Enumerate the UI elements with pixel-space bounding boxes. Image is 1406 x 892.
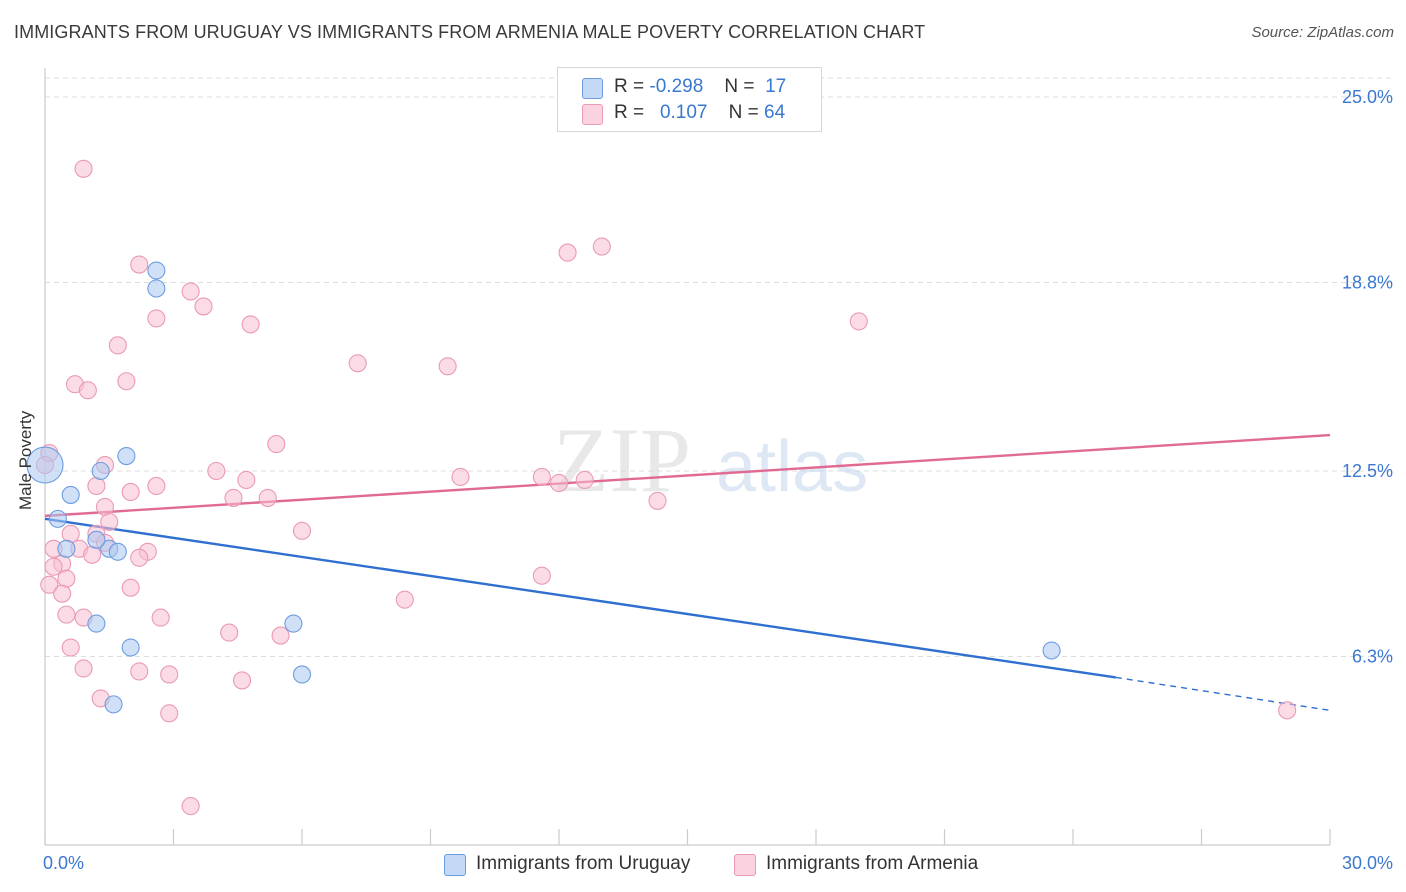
armenia-point (258, 488, 277, 507)
armenia-point (224, 488, 243, 507)
uruguay-point (147, 279, 166, 298)
armenia-point (194, 297, 213, 316)
armenia-point (61, 524, 80, 543)
armenia-point (232, 671, 252, 690)
y-tick-label: 6.3% (1352, 647, 1393, 667)
uruguay-point (292, 665, 312, 684)
armenia-point (648, 491, 667, 510)
armenia-legend-swatch (734, 854, 756, 876)
armenia-point (160, 665, 179, 684)
armenia-point (57, 569, 76, 588)
armenia-swatch (582, 104, 603, 125)
armenia-point (592, 237, 611, 256)
armenia-point (130, 255, 149, 274)
y-axis-label: Male Poverty (16, 410, 35, 510)
uruguay-point (26, 446, 64, 484)
uruguay-trend-line (44, 517, 1117, 679)
armenia-point (44, 557, 63, 576)
uruguay-point (104, 695, 123, 714)
armenia-point (117, 372, 136, 391)
armenia-point (292, 521, 312, 540)
uruguay-legend-swatch (444, 854, 466, 876)
armenia-point (271, 626, 290, 645)
armenia-point (100, 512, 119, 531)
legend-text-uruguay: R = -0.298 N = 17 (614, 76, 787, 97)
armenia-point (532, 467, 551, 487)
armenia-point (558, 243, 577, 262)
armenia-point (451, 467, 470, 487)
armenia-point (1278, 701, 1297, 720)
armenia-point (849, 312, 868, 331)
armenia-point (160, 704, 179, 723)
armenia-point (87, 476, 106, 496)
armenia-point (74, 159, 93, 178)
armenia-point (532, 566, 551, 585)
uruguay-point (57, 539, 76, 558)
armenia-point (78, 381, 97, 400)
gridlines (45, 77, 1392, 658)
uruguay-point (284, 614, 303, 633)
y-tick-labels: 25.0% 18.8% 12.5% 6.3% (1342, 87, 1393, 667)
armenia-point (438, 357, 457, 376)
armenia-point (181, 282, 200, 301)
x-tick-label-min: 0.0% (43, 853, 84, 873)
y-tick-label: 12.5% (1342, 461, 1393, 481)
uruguay-trend-extension (1115, 676, 1331, 712)
uruguay-point (48, 509, 67, 528)
armenia-point (130, 662, 149, 681)
armenia-point (241, 315, 260, 334)
watermark-atlas: atlas (716, 427, 868, 507)
armenia-point (61, 638, 80, 657)
armenia-point (147, 476, 166, 496)
armenia-point (83, 545, 102, 564)
armenia-point (121, 578, 140, 597)
y-tick-label: 25.0% (1342, 87, 1393, 107)
armenia-point (130, 548, 149, 567)
uruguay-point (108, 542, 127, 561)
armenia-point (108, 336, 127, 355)
uruguay-point (117, 446, 136, 466)
armenia-point (267, 435, 286, 454)
uruguay-point (61, 485, 80, 504)
uruguay-point (87, 614, 106, 633)
armenia-point (575, 470, 594, 490)
armenia-point (147, 309, 166, 328)
armenia-point (207, 461, 226, 481)
armenia-point (57, 605, 76, 624)
x-tick-labels: 0.0% 30.0% (43, 853, 1393, 873)
armenia-point (40, 575, 59, 594)
armenia-point (121, 482, 140, 501)
watermark-zip: ZIP (553, 409, 691, 511)
armenia-point (95, 497, 115, 516)
armenia-point (74, 659, 93, 678)
armenia-point (395, 590, 414, 609)
uruguay-point (1042, 641, 1061, 660)
uruguay-point (87, 530, 106, 549)
armenia-point (237, 470, 256, 490)
uruguay-point (121, 638, 140, 657)
source-label: Source: ZipAtlas.com (1251, 24, 1394, 41)
armenia-point (549, 473, 569, 493)
uruguay-point (147, 261, 166, 280)
armenia-point (181, 797, 200, 816)
armenia-point (348, 354, 367, 373)
armenia-point (53, 584, 72, 603)
armenia-legend-label: Immigrants from Armenia (766, 853, 979, 874)
y-tick-label: 18.8% (1342, 273, 1393, 293)
trend-lines (44, 433, 1331, 712)
uruguay-swatch (582, 78, 603, 99)
stats-legend: R = -0.298 N = 17 R = 0.107 N = 64 (557, 67, 822, 132)
armenia-trend-line (44, 433, 1331, 518)
armenia-point (151, 608, 170, 627)
uruguay-legend-label: Immigrants from Uruguay (476, 853, 691, 874)
data-points (26, 159, 1297, 816)
x-tick-label-max: 30.0% (1342, 853, 1393, 873)
uruguay-point (91, 461, 110, 481)
chart-title: IMMIGRANTS FROM URUGUAY VS IMMIGRANTS FR… (14, 22, 926, 42)
legend-text-armenia: R = 0.107 N = 64 (614, 102, 786, 123)
armenia-point (220, 623, 239, 642)
